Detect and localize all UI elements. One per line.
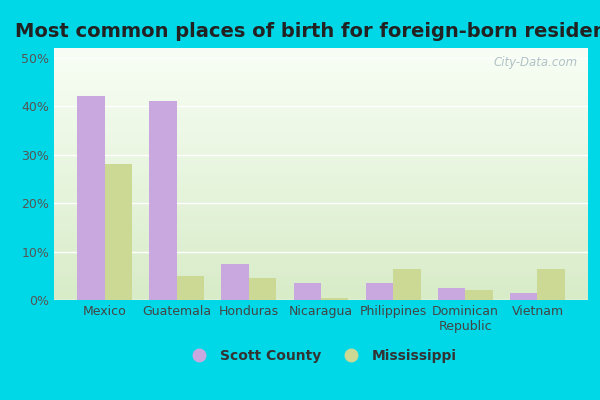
Title: Most common places of birth for foreign-born residents: Most common places of birth for foreign-… [15,22,600,41]
Bar [176,276,204,300]
Bar [221,264,249,300]
Bar [293,283,321,300]
Bar [77,96,104,300]
Bar [249,278,276,300]
Bar [466,290,493,300]
Bar [321,298,349,300]
Bar [104,164,132,300]
Legend: Scott County, Mississippi: Scott County, Mississippi [179,344,463,369]
Bar [510,293,538,300]
Bar [438,288,466,300]
Bar [393,268,421,300]
Bar [366,283,393,300]
Bar [538,268,565,300]
Text: City-Data.com: City-Data.com [493,56,577,68]
Bar [149,101,176,300]
